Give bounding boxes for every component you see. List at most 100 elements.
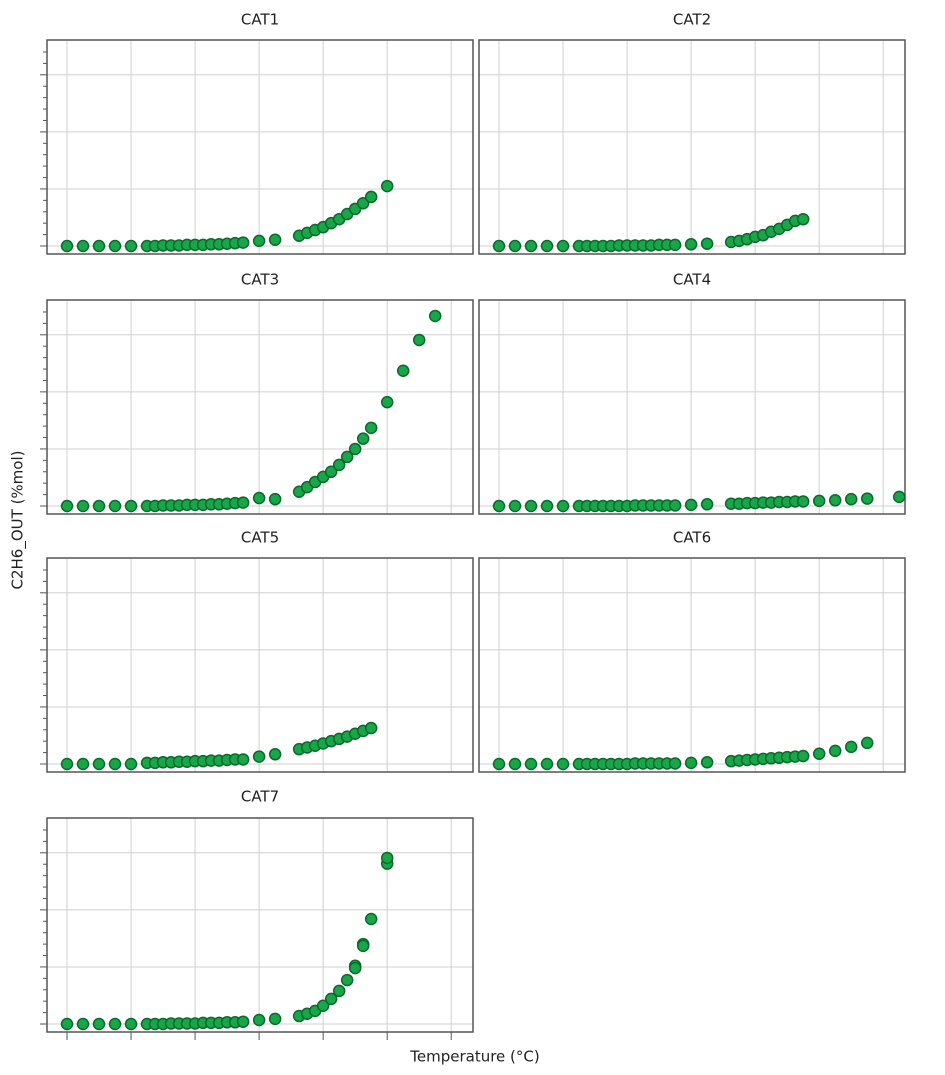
point [700, 237, 714, 250]
point [812, 494, 826, 508]
point [796, 749, 810, 763]
point [892, 490, 906, 504]
point [380, 179, 394, 193]
point [236, 1015, 250, 1028]
point [356, 939, 370, 953]
point [508, 499, 522, 513]
point [252, 491, 266, 505]
point [492, 239, 506, 253]
point [324, 992, 338, 1006]
point [556, 499, 570, 513]
panel-frame [46, 817, 474, 1033]
point [540, 239, 554, 253]
point [828, 494, 842, 507]
point [76, 239, 90, 253]
point [60, 757, 74, 771]
point [60, 1017, 74, 1031]
point [508, 757, 522, 771]
point [356, 432, 370, 445]
panel-frame [478, 39, 906, 255]
point [668, 757, 682, 770]
point [60, 499, 74, 513]
point [556, 239, 570, 253]
panel-title: CAT3 [241, 271, 279, 289]
point [364, 190, 378, 204]
point [524, 499, 538, 513]
point [364, 721, 378, 735]
point [92, 1017, 106, 1031]
point [108, 1017, 122, 1031]
panel-title: CAT7 [241, 788, 279, 806]
point [684, 756, 698, 770]
point [268, 748, 282, 761]
point [380, 851, 394, 865]
point [380, 395, 394, 409]
point [340, 450, 354, 464]
point [124, 1017, 138, 1031]
point [700, 756, 714, 769]
point [428, 309, 442, 323]
point [828, 744, 842, 758]
point [524, 757, 538, 771]
point [556, 757, 570, 771]
point [364, 912, 378, 926]
point [268, 492, 282, 506]
point [860, 492, 874, 505]
point [76, 1017, 90, 1031]
point [92, 499, 106, 513]
point [524, 239, 538, 253]
point [508, 239, 522, 253]
point [268, 233, 282, 246]
point [348, 442, 362, 456]
panel-frame [46, 39, 474, 255]
point [108, 239, 122, 253]
point [252, 234, 266, 248]
point [252, 750, 266, 763]
x-axis-label: Temperature (°C) [409, 1048, 539, 1066]
point [668, 499, 682, 512]
point [236, 236, 250, 249]
point [668, 238, 682, 252]
point [860, 736, 874, 750]
point [324, 465, 338, 479]
point [796, 495, 810, 508]
point [316, 999, 330, 1012]
point [684, 238, 698, 251]
panel-title: CAT5 [241, 529, 279, 547]
point [684, 498, 698, 512]
point [108, 757, 122, 771]
point [340, 973, 354, 987]
point [268, 1012, 282, 1026]
point [364, 421, 378, 435]
point [252, 1013, 266, 1027]
panel-frame [478, 299, 906, 515]
panel-title: CAT4 [673, 271, 711, 289]
point [396, 364, 410, 378]
point [124, 499, 138, 513]
point [60, 239, 74, 253]
point [124, 757, 138, 771]
point [540, 499, 554, 513]
panel-title: CAT6 [673, 529, 711, 547]
panel-title: CAT1 [241, 11, 279, 29]
point [348, 961, 362, 975]
point [412, 333, 426, 347]
point [124, 239, 138, 253]
point [796, 212, 810, 226]
point [76, 499, 90, 513]
point [92, 757, 106, 771]
point [236, 753, 250, 766]
point [332, 984, 346, 998]
panel-title: CAT2 [673, 11, 711, 29]
panel-frame [478, 557, 906, 773]
point [700, 498, 714, 511]
y-axis-label: C2H6_OUT (%mol) [9, 451, 28, 590]
point [844, 492, 858, 506]
point [812, 747, 826, 760]
point [844, 740, 858, 754]
point [540, 757, 554, 771]
point [108, 499, 122, 513]
point [236, 496, 250, 509]
point [92, 239, 106, 253]
